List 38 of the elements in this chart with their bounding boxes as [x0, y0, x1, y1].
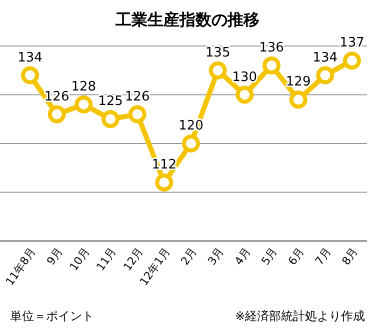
x-tick-label: 5月	[258, 245, 280, 268]
point	[208, 61, 227, 80]
x-tick-label: 2月	[178, 245, 200, 268]
point	[21, 66, 39, 84]
data-label: 137	[340, 36, 364, 51]
point	[236, 86, 254, 104]
x-tick-label: 9月	[44, 245, 66, 268]
x-tick-label: 4月	[232, 245, 254, 268]
data-label: 134	[312, 50, 338, 66]
point	[343, 52, 361, 70]
x-tick-label: 11年8月	[3, 245, 38, 288]
point	[182, 134, 200, 152]
x-tick-label: 8月	[339, 245, 360, 268]
chart-title: 工業生産指数の推移	[114, 10, 260, 29]
text: 単位＝ポイント	[10, 309, 94, 323]
x-tick-label: 3月	[205, 245, 226, 268]
x-tick-label: 11月	[94, 245, 119, 274]
data-label: 125	[98, 94, 123, 110]
data-label: 130	[232, 70, 258, 85]
data-label: 136	[259, 40, 284, 56]
point	[289, 90, 308, 109]
point	[48, 105, 66, 124]
data-label: 135	[205, 45, 230, 60]
point	[102, 110, 120, 128]
x-tick-label: 10月	[67, 245, 92, 274]
data-label: 134	[18, 50, 42, 66]
point	[316, 66, 334, 84]
x-tick-label: 6月	[286, 245, 307, 268]
data-label: 126	[124, 89, 150, 104]
x-tick-label: 7月	[312, 245, 334, 268]
data-label: 128	[71, 80, 96, 94]
point	[128, 105, 146, 124]
data-label: 129	[286, 74, 311, 90]
x-tick-label: 12月	[120, 245, 146, 274]
point	[74, 96, 93, 114]
point	[155, 174, 174, 192]
point	[262, 56, 280, 74]
text: ※経済部統計処より作成	[234, 309, 365, 323]
